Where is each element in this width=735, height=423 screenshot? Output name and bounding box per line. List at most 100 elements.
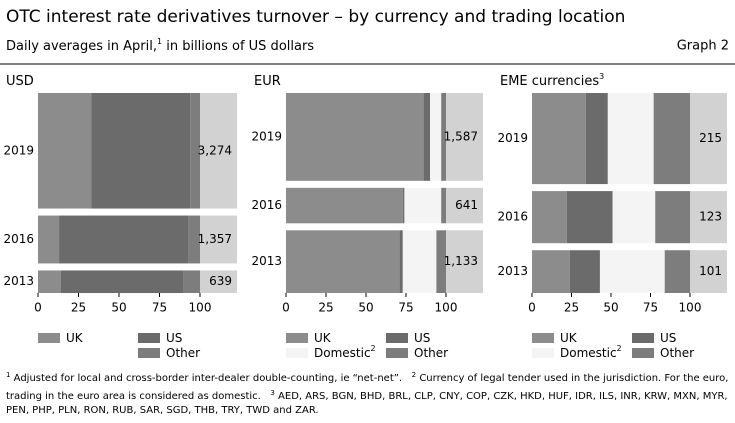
label-cell (446, 187, 483, 224)
bar-segment (569, 250, 600, 293)
bar-segment (612, 191, 656, 244)
legend-swatch (138, 348, 160, 358)
bar-segment (38, 270, 61, 293)
footnote-marker: 2 (411, 371, 417, 379)
title: OTC interest rate derivatives turnover –… (6, 7, 625, 27)
label-cell (200, 215, 237, 264)
panel-title-text: EUR (254, 74, 281, 89)
legend-swatch (386, 333, 408, 343)
legend-text: US (414, 331, 430, 345)
panel-title: EUR (254, 74, 281, 89)
legend-text: Other (166, 346, 200, 360)
legend-swatch (532, 348, 554, 358)
category-label: 2016 (3, 232, 34, 246)
x-tick-label: 75 (398, 301, 413, 315)
x-tick-label: 100 (435, 301, 458, 315)
legend-label: Domestic2 (560, 344, 622, 360)
x-tick-label: 0 (282, 301, 290, 315)
category-label: 2019 (251, 129, 282, 143)
x-tick-label: 25 (318, 301, 333, 315)
label-cell (690, 93, 727, 185)
subtitle-rest: in billions of US dollars (166, 39, 314, 54)
x-tick-label: 75 (643, 301, 658, 315)
footnote-marker: 1 (6, 371, 11, 379)
category-label: 2013 (251, 254, 282, 268)
x-tick-label: 100 (679, 301, 702, 315)
footnotes: 1 Adjusted for local and cross-border in… (6, 368, 730, 418)
subtitle-text: Daily averages in April, (6, 39, 157, 54)
label-cell (690, 191, 727, 244)
x-tick-label: 25 (564, 301, 579, 315)
panel-title: USD (6, 74, 34, 89)
bar-segment (402, 187, 405, 224)
value-label: 1,587 (444, 129, 478, 143)
legend-label: Other (414, 346, 448, 360)
footnote-text: Adjusted for local and cross-border inte… (13, 373, 403, 384)
x-tick-label: 0 (34, 301, 42, 315)
label-cell (446, 230, 483, 293)
panel-title: EME currencies3 (500, 72, 604, 89)
bar-segment (286, 93, 424, 181)
bar-segment (441, 187, 446, 224)
panel-title-text: USD (6, 74, 34, 89)
footnote-marker: 3 (270, 389, 275, 397)
legend-swatch (38, 333, 60, 343)
bar-segment (188, 215, 200, 264)
bar-segment (664, 250, 690, 293)
legend-note: 2 (617, 344, 622, 353)
legend-text: Other (660, 346, 694, 360)
legend-label: Other (660, 346, 694, 360)
legend-text: Other (414, 346, 448, 360)
bar-segment (38, 215, 60, 264)
bar-segment (60, 270, 184, 293)
bar-segment (532, 191, 567, 244)
legend-text: US (166, 331, 182, 345)
legend-text: UK (314, 331, 332, 345)
legend-swatch (138, 333, 160, 343)
panel-title-note: 3 (599, 72, 604, 81)
value-label: 1,133 (444, 254, 478, 268)
value-label: 215 (699, 131, 722, 145)
bar-segment (532, 93, 586, 185)
bar-segment (183, 270, 200, 293)
legend-label: US (660, 331, 676, 345)
subtitle: Daily averages in April,1 in billions of… (6, 37, 314, 54)
label-cell (200, 270, 237, 293)
footnote-text: Currency of legal tender used in the jur… (6, 373, 729, 402)
bar-segment (38, 93, 92, 209)
x-tick-label: 75 (152, 301, 167, 315)
legend-swatch (632, 333, 654, 343)
x-tick-label: 50 (358, 301, 373, 315)
legend-label: UK (560, 331, 578, 345)
label-cell (200, 93, 237, 209)
legend-label: Other (166, 346, 200, 360)
x-tick-label: 50 (111, 301, 126, 315)
bar-segment (430, 93, 442, 181)
value-label: 641 (455, 198, 478, 212)
legend-swatch (632, 348, 654, 358)
bar-segment (566, 191, 613, 244)
legend-text: UK (560, 331, 578, 345)
x-tick-label: 100 (189, 301, 212, 315)
bar-segment (91, 93, 191, 209)
value-label: 123 (699, 210, 722, 224)
legend-swatch (532, 333, 554, 343)
x-tick-label: 0 (528, 301, 536, 315)
legend-label: UK (314, 331, 332, 345)
legend-swatch (286, 333, 308, 343)
category-label: 2019 (497, 131, 528, 145)
bar-segment (399, 230, 403, 293)
category-label: 2019 (3, 143, 34, 157)
category-label: 2013 (497, 264, 528, 278)
legend-swatch (386, 348, 408, 358)
legend-label: US (166, 331, 182, 345)
bar-segment (599, 250, 665, 293)
value-label: 101 (699, 264, 722, 278)
footnote-text: AED, ARS, BGN, BHD, BRL, CLP, CNY, COP, … (6, 391, 728, 416)
chart: OTC interest rate derivatives turnover –… (0, 7, 735, 360)
x-tick-label: 50 (603, 301, 618, 315)
legend-label: Domestic2 (314, 344, 376, 360)
legend-text: UK (66, 331, 84, 345)
bar-segment (441, 93, 446, 181)
